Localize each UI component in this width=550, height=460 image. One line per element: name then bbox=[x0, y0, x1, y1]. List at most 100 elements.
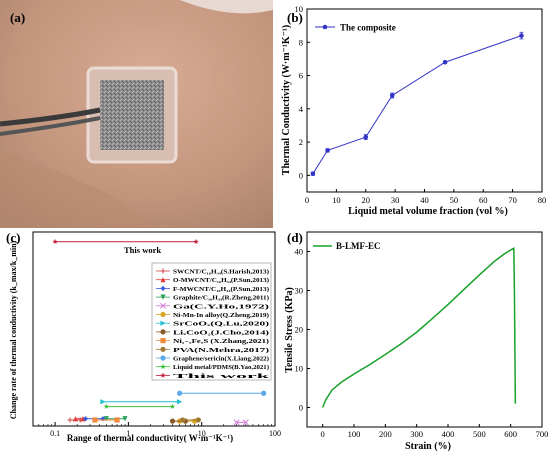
b-x-tick-label: 80 bbox=[538, 195, 547, 205]
d-stress-strain-curve bbox=[321, 247, 517, 408]
d-y-axis-label: Tensile Stress (KPa) bbox=[284, 287, 295, 373]
c-marker bbox=[169, 418, 176, 424]
d-x-tick-label: 200 bbox=[379, 429, 392, 439]
d-x-tick-label: 400 bbox=[442, 429, 455, 439]
c-legend-label: Graphene/sericin(X.Liang,2022) bbox=[173, 356, 269, 363]
b-y-tick-label: 6 bbox=[299, 71, 303, 81]
c-series bbox=[52, 238, 199, 245]
c-this-work-annotation: This work bbox=[124, 245, 161, 255]
panel-label-c: (c) bbox=[6, 230, 20, 245]
c-marker bbox=[193, 238, 199, 245]
d-data-layer bbox=[321, 247, 517, 408]
c-marker bbox=[160, 268, 166, 274]
c-marker bbox=[82, 416, 89, 422]
b-y-axis-label: Thermal Conductivity (W·m⁻¹K⁻¹) bbox=[281, 25, 292, 175]
panel-d-chart: (d) 0 100 200 300 400 500 600 700 0 10 20 30 40 Stra… bbox=[284, 230, 548, 452]
c-marker bbox=[92, 417, 98, 423]
c-plot-frame bbox=[32, 231, 276, 427]
wire-2 bbox=[0, 116, 101, 136]
c-legend-item: Graphene/sericin(X.Liang,2022) bbox=[156, 355, 269, 363]
d-axis-ticks: 0 100 200 300 400 500 600 700 0 10 20 30 40 bbox=[295, 247, 549, 440]
c-marker bbox=[160, 355, 166, 361]
c-legend-item: O-MWCNT/C₁₆H₃₄(P.Sun,2013) bbox=[156, 277, 269, 284]
b-y-tick-label: 2 bbox=[299, 137, 303, 147]
c-marker bbox=[180, 417, 186, 423]
d-legend-label: B-LMF-EC bbox=[336, 241, 381, 251]
c-legend-label: Graphite/C₁₆H₃₄(R.Zheng,2011) bbox=[173, 295, 269, 302]
c-legend-item: PVA(N.Mehra,2017) bbox=[156, 346, 269, 354]
c-x-tick-label: 0.1 bbox=[50, 429, 60, 438]
b-x-tick-label: 10 bbox=[332, 195, 341, 205]
c-marker bbox=[160, 372, 166, 378]
c-marker-stroke bbox=[233, 419, 240, 426]
c-marker bbox=[242, 419, 249, 426]
c-series bbox=[180, 417, 201, 423]
c-x-axis-label: Range of thermal conductivity( W·m⁻¹K⁻¹) bbox=[67, 433, 233, 443]
b-data-point bbox=[363, 134, 369, 140]
c-legend-label: Liquid metal/PDMS(B.Yao,2021) bbox=[173, 364, 269, 371]
c-legend-item: Liquid metal/PDMS(B.Yao,2021) bbox=[156, 363, 269, 371]
d-y-tick-label: 30 bbox=[295, 286, 304, 296]
b-data-layer bbox=[310, 31, 524, 176]
c-legend-label: This work bbox=[173, 374, 271, 380]
c-legend-item: Graphite/C₁₆H₃₄(R.Zheng,2011) bbox=[156, 294, 269, 302]
c-marker bbox=[114, 417, 120, 423]
c-legend-item: Ni-Mn-In alloy(Q.Zheng,2019) bbox=[156, 311, 269, 319]
c-legend: SWCNT/C₁₆H₃₄(S.Harish,2013)O-MWCNT/C₁₆H₃… bbox=[156, 268, 271, 380]
panel-label-a: (a) bbox=[10, 10, 25, 25]
c-legend-item: F-MWCNT/C₁₆H₃₄(P.Sun,2013) bbox=[156, 285, 269, 293]
c-series bbox=[92, 417, 120, 423]
c-legend-label: Ni₁₋ₓFeₓS (X.Zhang,2021) bbox=[173, 338, 269, 345]
c-marker-stroke bbox=[160, 302, 166, 309]
c-data-layer bbox=[52, 238, 267, 426]
c-series bbox=[177, 390, 267, 396]
c-marker bbox=[103, 403, 110, 409]
c-legend-item: SrCoOₓ(Q.Lu,2020) bbox=[156, 320, 269, 328]
d-x-axis-label: Strain (%) bbox=[405, 441, 451, 452]
c-legend-item: Ga(C.Y.Ho,1972) bbox=[156, 302, 269, 310]
c-marker bbox=[160, 363, 166, 370]
c-legend-label: SWCNT/C₁₆H₃₄(S.Harish,2013) bbox=[173, 269, 269, 276]
panel-c-chart: (c) 0.1 1 10 100 This work Range of thermal… bbox=[6, 230, 281, 443]
b-series-line bbox=[312, 35, 522, 174]
b-axis-ticks: 0 10 20 30 40 50 60 70 80 0 2 4 6 8 10 bbox=[295, 4, 547, 205]
d-x-tick-label: 300 bbox=[410, 429, 423, 439]
b-legend-marker bbox=[322, 24, 328, 30]
b-data-point bbox=[310, 171, 316, 176]
d-y-tick-label: 20 bbox=[295, 325, 304, 335]
c-series bbox=[100, 399, 183, 405]
c-legend-label: F-MWCNT/C₁₆H₃₄(P.Sun,2013) bbox=[173, 286, 269, 293]
b-x-tick-label: 40 bbox=[420, 195, 429, 205]
c-legend-label: O-MWCNT/C₁₆H₃₄(P.Sun,2013) bbox=[173, 277, 269, 284]
b-data-point bbox=[389, 93, 395, 98]
c-axis-ticks: 0.1 1 10 100 bbox=[32, 422, 281, 438]
c-marker bbox=[233, 419, 240, 426]
c-marker bbox=[169, 403, 176, 409]
d-x-tick-label: 0 bbox=[321, 429, 325, 439]
c-marker bbox=[72, 416, 79, 422]
c-y-axis-label: Change rate of thermal conductivity (k_m… bbox=[9, 240, 18, 419]
c-legend-item: LiₓCoO₂(J.Cho,2014) bbox=[156, 329, 269, 336]
panel-b-chart: (b) 0 10 20 30 40 50 60 70 80 0 2 4 6 8 10 Liquid meta… bbox=[281, 4, 546, 217]
c-marker bbox=[160, 346, 166, 352]
c-x-tick-label: 10 bbox=[198, 429, 206, 438]
c-marker bbox=[160, 338, 166, 344]
d-x-tick-label: 700 bbox=[536, 429, 549, 439]
c-series bbox=[103, 403, 176, 409]
b-data-point bbox=[442, 59, 448, 65]
panel-label-d: (d) bbox=[287, 230, 303, 245]
c-x-tick-label: 100 bbox=[269, 429, 281, 438]
c-legend-label: Ga(C.Y.Ho,1972) bbox=[173, 303, 269, 310]
c-legend-label: PVA(N.Mehra,2017) bbox=[173, 347, 269, 354]
b-x-axis-label: Liquid metal volume fraction (vol %) bbox=[348, 206, 508, 217]
b-y-tick-label: 8 bbox=[299, 37, 303, 47]
c-legend-item: SWCNT/C₁₆H₃₄(S.Harish,2013) bbox=[156, 268, 269, 276]
photo-background-top bbox=[180, 0, 273, 14]
skin-shadow bbox=[0, 150, 160, 228]
b-legend-label: The composite bbox=[340, 23, 396, 33]
c-marker bbox=[160, 285, 166, 291]
wire-1 bbox=[0, 107, 101, 127]
c-marker bbox=[195, 417, 201, 423]
c-legend-item: Ni₁₋ₓFeₓS (X.Zhang,2021) bbox=[156, 338, 269, 345]
